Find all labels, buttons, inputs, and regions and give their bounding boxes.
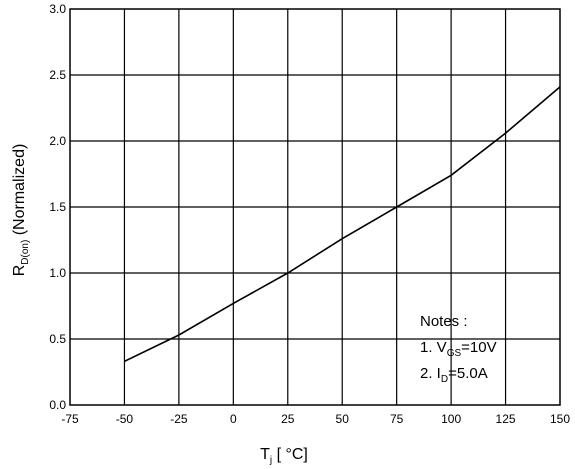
- notes-title: Notes :: [420, 313, 468, 330]
- y-tick-label: 0.5: [49, 332, 66, 346]
- y-tick-label: 3.0: [49, 2, 66, 16]
- x-tick-label: 0: [230, 412, 237, 426]
- y-tick-label: 2.0: [49, 134, 66, 148]
- x-tick-label: 25: [281, 412, 295, 426]
- y-axis-title: RD(on) (Normalized): [11, 144, 31, 277]
- y-tick-label: 0.0: [49, 398, 66, 412]
- notes-line-vgs: 1. VGS=10V: [420, 339, 497, 359]
- x-tick-label: 75: [390, 412, 404, 426]
- x-tick-label: 150: [550, 412, 570, 426]
- x-axis-title: Tj [ °C]: [260, 446, 308, 466]
- x-tick-label: -50: [116, 412, 134, 426]
- series-line-rdson: [124, 86, 561, 363]
- x-tick-labels: -75 -50 -25 0 25 50 75 100 125 150: [61, 412, 570, 426]
- x-tick-label: 125: [496, 412, 516, 426]
- y-tick-label: 1.0: [49, 266, 66, 280]
- y-tick-labels: 0.0 0.5 1.0 1.5 2.0 2.5 3.0: [49, 2, 66, 412]
- notes-annotation: Notes : 1. VGS=10V 2. ID=5.0A: [420, 313, 497, 385]
- x-tick-label: 50: [336, 412, 350, 426]
- notes-line-id: 2. ID=5.0A: [420, 365, 488, 385]
- y-tick-label: 1.5: [49, 200, 66, 214]
- x-tick-label: -25: [170, 412, 188, 426]
- y-tick-label: 2.5: [49, 68, 66, 82]
- x-tick-label: -75: [61, 412, 79, 426]
- x-tick-label: 100: [441, 412, 461, 426]
- plot-frame: [69, 8, 561, 406]
